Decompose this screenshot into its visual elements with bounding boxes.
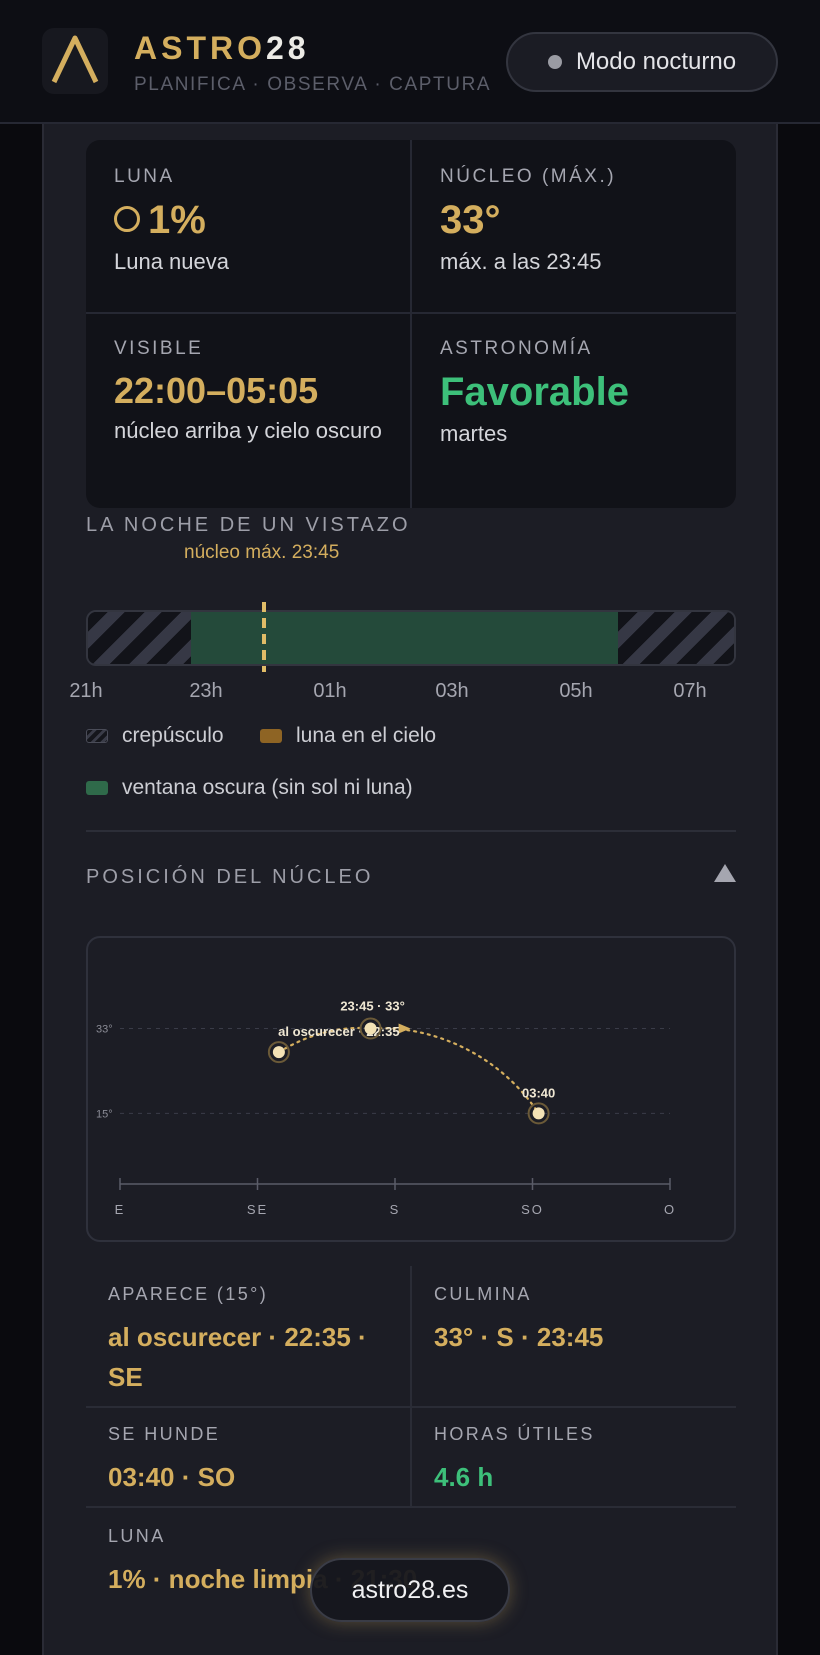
timeline-tick: 03h [435, 680, 469, 702]
stat-moon: LUNA 1% Luna nueva [114, 166, 404, 277]
stat-value: Favorable [440, 370, 629, 414]
triangle-up-icon[interactable] [714, 864, 736, 882]
moon-swatch [260, 729, 282, 743]
night-mode-button[interactable]: Modo nocturno [506, 32, 778, 92]
point-label: al oscurecer · 22:35 [278, 1024, 399, 1039]
legend-twilight: crepúsculo [86, 724, 224, 748]
timeline-title: LA NOCHE DE UN VISTAZO [86, 514, 411, 536]
stat-sub: Luna nueva [114, 249, 229, 274]
stat-sub: martes [440, 421, 508, 446]
detail-value: al oscurecer · 22:35 · SE [108, 1322, 367, 1392]
core-point [532, 1107, 545, 1120]
detail-label: SE HUNDE [108, 1424, 221, 1444]
core-path-svg: 33° 15° E SE S SO Oal oscurecer · 22:35 23:45 ·… [96, 999, 676, 1217]
path-arrow-icon [398, 1023, 411, 1034]
legend-label: luna en el cielo [296, 724, 437, 747]
divider [410, 140, 412, 508]
peak-logo-icon [51, 35, 99, 84]
twilight-swatch [86, 729, 108, 743]
legend-label: ventana oscura (sin sol ni luna) [122, 776, 413, 799]
stats-grid: LUNA 1% Luna nueva NÚCLEO (MÁX.) 33° máx… [86, 140, 736, 508]
core-max-marker [261, 602, 266, 672]
stat-sub: núcleo arriba y cielo oscuro [114, 418, 382, 443]
timeline-tick: 05h [559, 680, 593, 702]
stat-value: 1% [148, 198, 206, 242]
y-tick-label: 33° [96, 1024, 113, 1036]
stat-sub: máx. a las 23:45 [440, 249, 602, 274]
divider [86, 312, 736, 314]
moon-phase-icon [114, 206, 140, 233]
detail-label: LUNA [108, 1526, 166, 1546]
logo[interactable] [42, 28, 108, 94]
site-badge[interactable]: astro28.es [310, 1558, 510, 1622]
section-divider [86, 830, 736, 832]
twilight-segment [617, 612, 734, 664]
detail-label: CULMINA [434, 1284, 532, 1304]
core-position-title: POSICIÓN DEL NÚCLEO [86, 866, 374, 888]
point-label: 03:40 [522, 1085, 555, 1100]
tagline: PLANIFICA · OBSERVA · CAPTURA [134, 74, 492, 95]
stat-core: NÚCLEO (MÁX.) 33° máx. a las 23:45 [440, 166, 730, 277]
timeline-tick: 21h [69, 680, 103, 702]
divider [86, 1506, 736, 1508]
x-tick-label: SE [247, 1202, 268, 1217]
detail-label: APARECE (15°) [108, 1284, 269, 1304]
stat-value: 33° [440, 198, 501, 242]
point-halo [267, 1041, 290, 1064]
core-point [272, 1046, 285, 1059]
stat-label: NÚCLEO (MÁX.) [440, 166, 617, 187]
detail-value: 03:40 · SO [108, 1462, 236, 1492]
x-tick-label: SO [521, 1202, 544, 1217]
night-timeline-bar [86, 610, 736, 666]
stat-label: VISIBLE [114, 338, 204, 359]
timeline-tick: 23h [189, 680, 223, 702]
brand-part-2: 28 [266, 30, 310, 66]
stat-visible: VISIBLE 22:00–05:05 núcleo arriba y ciel… [114, 338, 404, 446]
point-halo [527, 1102, 550, 1125]
core-max-note: núcleo máx. 23:45 [184, 542, 340, 563]
x-tick-label: S [390, 1202, 401, 1217]
stat-label: LUNA [114, 166, 175, 187]
timeline-tick: 01h [313, 680, 347, 702]
stat-astronomy: ASTRONOMÍA Favorable martes [440, 338, 730, 449]
main-panel: LUNA 1% Luna nueva NÚCLEO (MÁX.) 33° máx… [42, 124, 778, 1655]
legend-moon: luna en el cielo [260, 724, 436, 748]
detail-useful-hours: HORAS ÚTILES 4.6 h [434, 1424, 724, 1497]
stat-moon-value-wrap: 1% [114, 198, 404, 243]
stat-value: 22:00–05:05 [114, 370, 319, 411]
brand-name: ASTRO28 [134, 30, 310, 67]
divider [410, 1266, 412, 1506]
night-mode-label: Modo nocturno [575, 48, 737, 75]
app-header: ASTRO28 PLANIFICA · OBSERVA · CAPTURA Mo… [0, 0, 820, 124]
core-point [364, 1022, 377, 1035]
core-path-line [277, 1026, 540, 1115]
point-label: 23:45 · 33° [340, 999, 404, 1014]
x-tick-label: O [664, 1202, 676, 1217]
detail-value: 4.6 h [434, 1462, 494, 1492]
detail-label: HORAS ÚTILES [434, 1424, 595, 1444]
detail-sets: SE HUNDE 03:40 · SO [108, 1424, 398, 1497]
legend-dark: ventana oscura (sin sol ni luna) [86, 776, 413, 800]
point-halo [359, 1017, 382, 1040]
stat-label: ASTRONOMÍA [440, 338, 593, 359]
divider [86, 1406, 736, 1408]
dark-window-segment [191, 612, 618, 664]
x-tick-label: E [115, 1202, 126, 1217]
detail-culminates: CULMINA 33° · S · 23:45 [434, 1284, 724, 1357]
detail-appears: APARECE (15°) al oscurecer · 22:35 · SE [108, 1284, 398, 1397]
timeline-tick: 07h [673, 680, 707, 702]
status-dot-icon [547, 55, 562, 69]
detail-value: 33° · S · 23:45 [434, 1322, 604, 1352]
dark-swatch [86, 781, 108, 795]
brand-part-1: ASTRO [134, 30, 266, 66]
twilight-segment [88, 612, 192, 664]
legend-label: crepúsculo [122, 724, 224, 747]
y-tick-label: 15° [96, 1108, 113, 1120]
